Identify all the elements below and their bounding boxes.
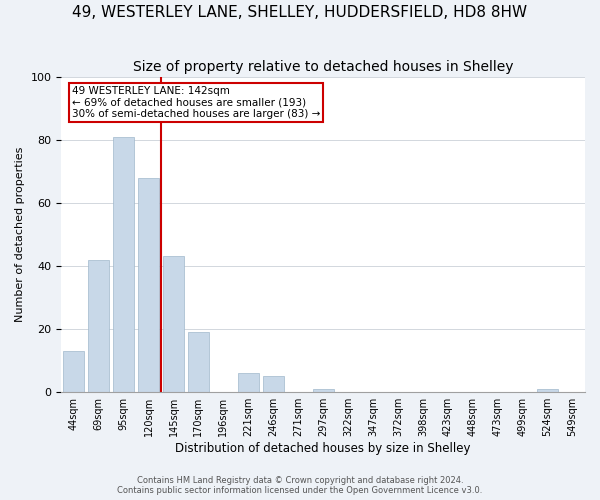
Bar — [163, 256, 184, 392]
Text: 49, WESTERLEY LANE, SHELLEY, HUDDERSFIELD, HD8 8HW: 49, WESTERLEY LANE, SHELLEY, HUDDERSFIEL… — [73, 5, 527, 20]
Bar — [138, 178, 159, 392]
Bar — [313, 389, 334, 392]
Bar — [188, 332, 209, 392]
Title: Size of property relative to detached houses in Shelley: Size of property relative to detached ho… — [133, 60, 514, 74]
Bar — [537, 389, 558, 392]
Bar — [113, 136, 134, 392]
Text: 49 WESTERLEY LANE: 142sqm
← 69% of detached houses are smaller (193)
30% of semi: 49 WESTERLEY LANE: 142sqm ← 69% of detac… — [72, 86, 320, 119]
Text: Contains HM Land Registry data © Crown copyright and database right 2024.
Contai: Contains HM Land Registry data © Crown c… — [118, 476, 482, 495]
Bar — [238, 374, 259, 392]
X-axis label: Distribution of detached houses by size in Shelley: Distribution of detached houses by size … — [175, 442, 471, 455]
Bar — [88, 260, 109, 392]
Bar — [63, 351, 85, 392]
Bar — [263, 376, 284, 392]
Y-axis label: Number of detached properties: Number of detached properties — [15, 146, 25, 322]
